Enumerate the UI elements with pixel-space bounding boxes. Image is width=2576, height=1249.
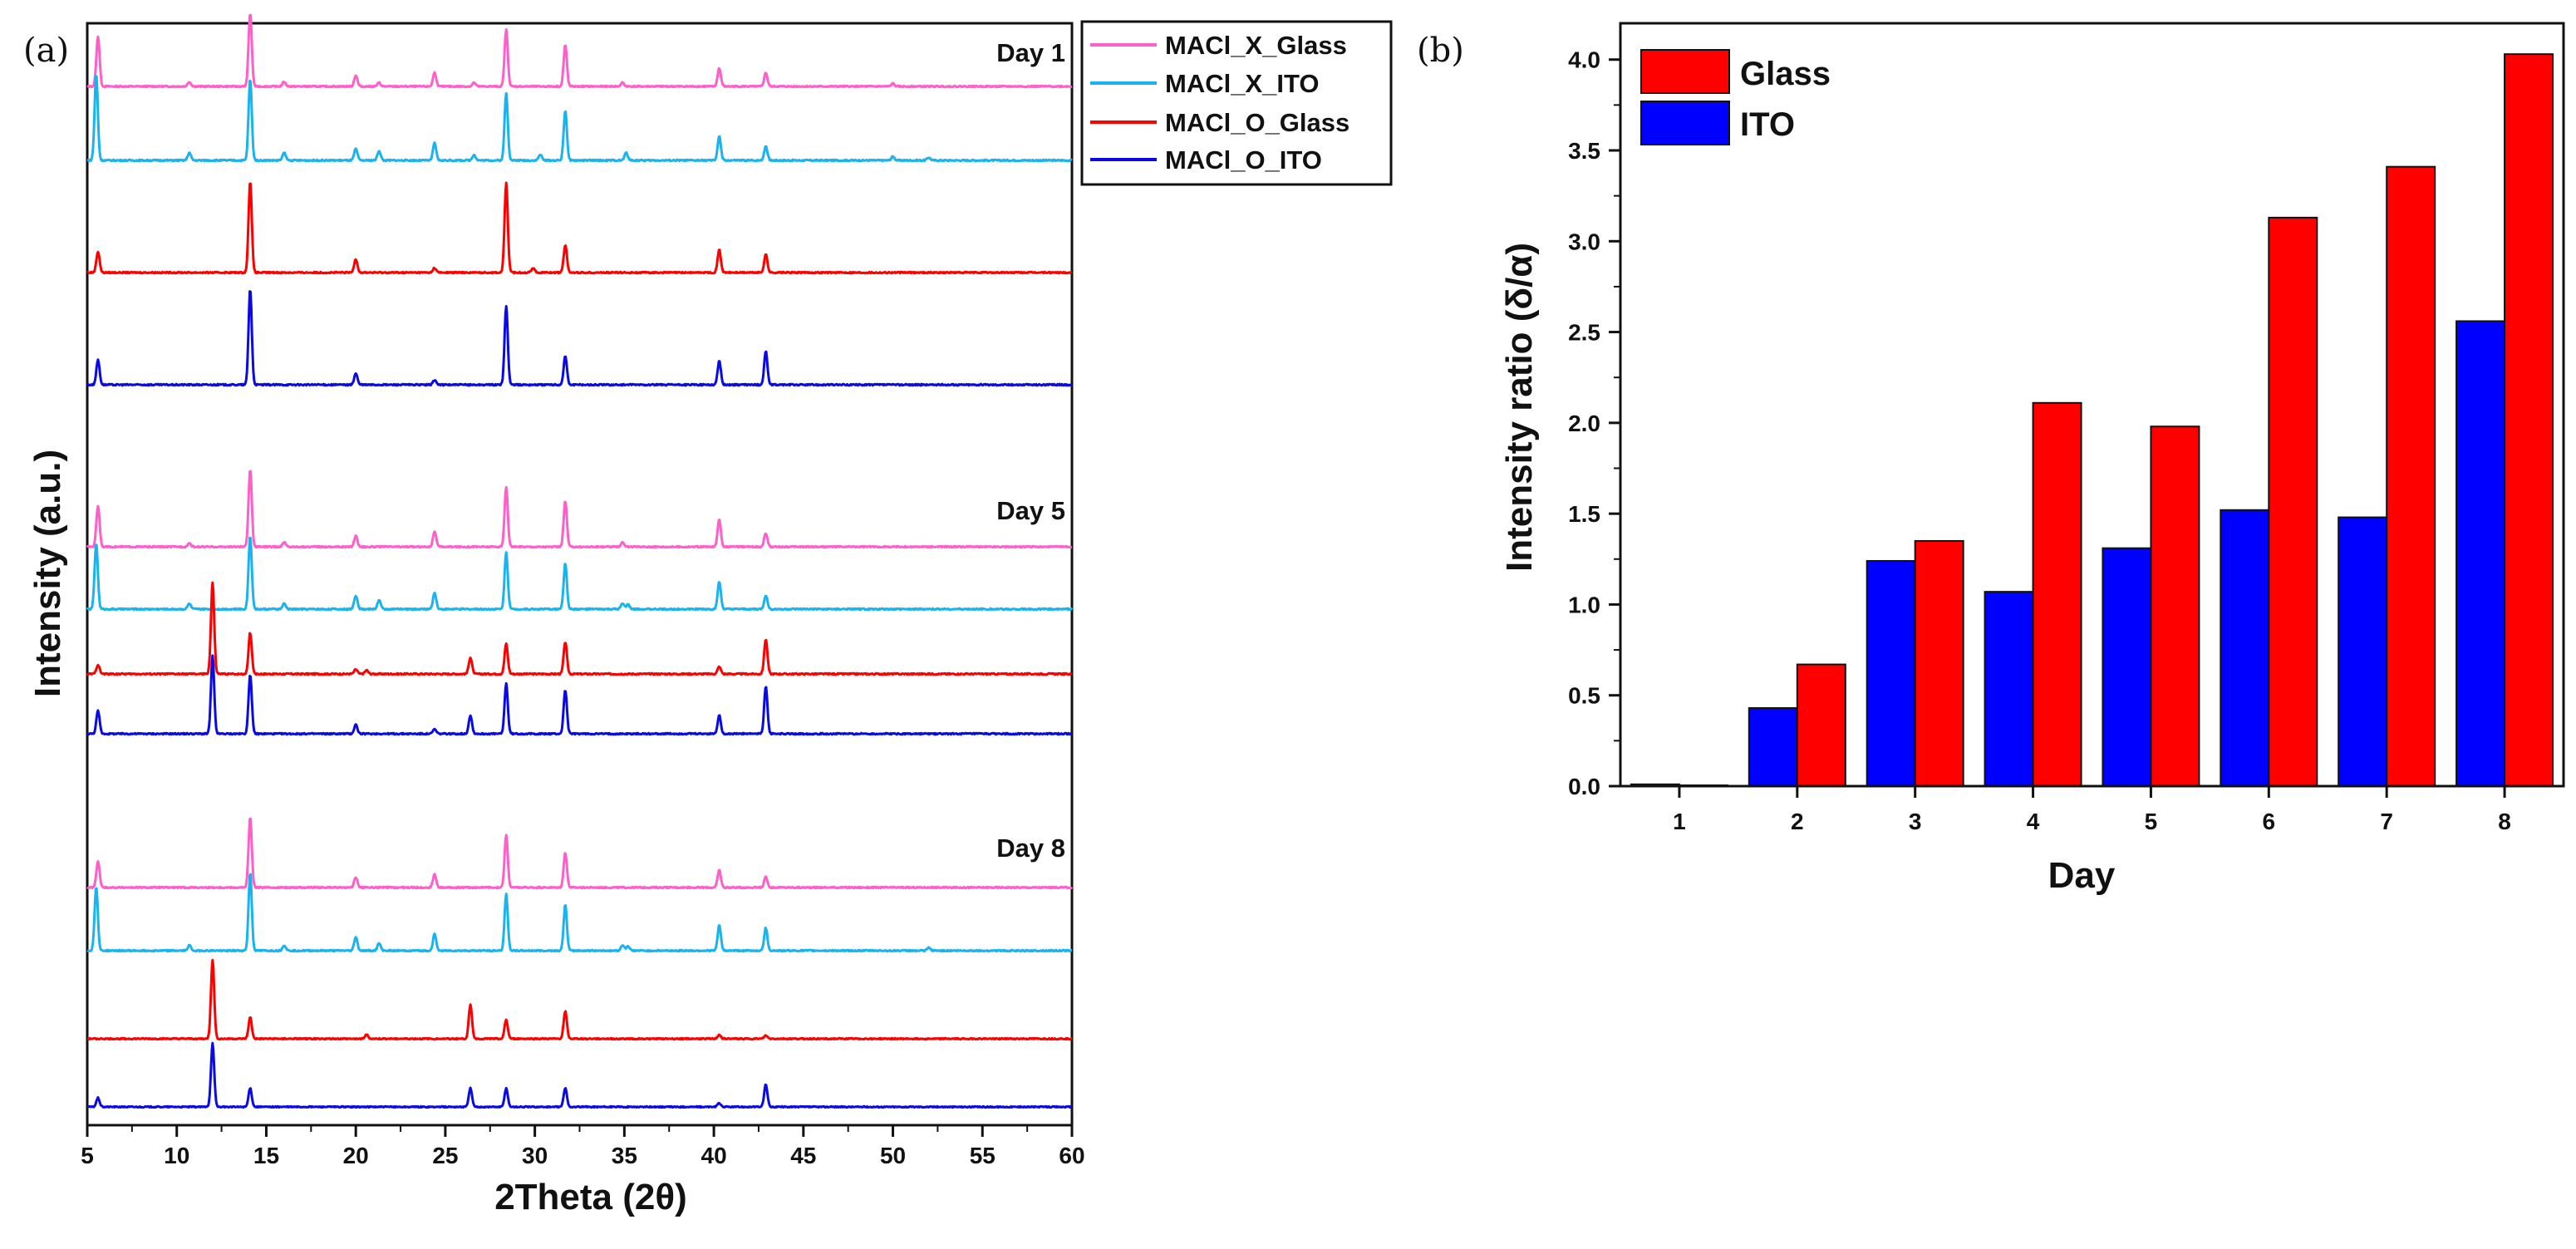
day-labels: Day 1 Day 5 Day 8: [996, 38, 1065, 863]
x-tick-label-day-4: 4: [2027, 809, 2040, 834]
legend-swatch-glass: [1640, 49, 1730, 94]
bars: [1630, 53, 2554, 788]
y-tick-label-2.5: 2.5: [1568, 320, 1600, 346]
y-tick-label-3.0: 3.0: [1568, 229, 1600, 254]
xrd-curve-day-8-macl-x-ito: [86, 873, 1073, 953]
day-label-day-8: Day 8: [996, 833, 1065, 863]
xrd-curve-day-8-macl-o-glass: [86, 958, 1073, 1041]
y-tick-label-0.5: 0.5: [1568, 683, 1600, 709]
legend-label-macl-o-glass: MACl_O_Glass: [1165, 108, 1349, 137]
panel-b-label: (b): [1417, 32, 1464, 70]
panel-b-x-axis-title: Day: [2048, 855, 2116, 896]
panel-b-bar-chart: (b) 0.0 0.5 1.0 1.5 2.0 2.5 3.0 3.5 4.0 1 2 3 4 5 6 7 8…: [1417, 22, 2565, 896]
day-label-day-5: Day 5: [996, 496, 1065, 525]
xrd-curve-day-1-macl-o-ito: [86, 290, 1073, 387]
panel-b-y-axis-title: Intensity ratio (δ/α): [1499, 243, 1540, 572]
bar-glass-day-5: [2150, 425, 2200, 787]
x-tick-label-15: 15: [253, 1143, 279, 1168]
bar-glass-day-7: [2386, 165, 2436, 787]
xrd-curve-day-5-macl-o-glass: [86, 581, 1073, 676]
x-tick-label-40: 40: [701, 1143, 727, 1168]
x-tick-label-day-1: 1: [1673, 809, 1686, 834]
xrd-curve-day-5-macl-x-ito: [86, 536, 1074, 612]
legend-label-macl-x-ito: MACl_X_ITO: [1165, 69, 1319, 98]
panel-a-y-axis-title: Intensity (a.u.): [27, 450, 68, 697]
day-label-day-1: Day 1: [996, 38, 1065, 67]
bar-ito-day-6: [2220, 509, 2270, 787]
x-tick-label-day-5: 5: [2145, 809, 2158, 834]
xrd-curve-day-5-macl-x-glass: [86, 470, 1073, 549]
y-tick-label-1.5: 1.5: [1568, 501, 1600, 527]
legend-label-glass: Glass: [1740, 56, 1831, 92]
x-tick-label-25: 25: [432, 1143, 458, 1168]
panel-a-x-axis-title: 2Theta (2θ): [494, 1177, 687, 1217]
legend-label-macl-o-ito: MACl_O_ITO: [1165, 145, 1322, 175]
bar-glass-day-3: [1914, 539, 1964, 788]
panel-a-x-axis: 5 10 15 20 25 30 35 40 45 50 55 60: [81, 1125, 1085, 1168]
bar-ito-day-5: [2102, 547, 2152, 788]
panel-a-label: (a): [23, 32, 69, 70]
legend-swatch-ito: [1640, 101, 1730, 145]
xrd-curves: [86, 13, 1074, 1109]
legend-label-ito: ITO: [1740, 106, 1795, 143]
legend-label-macl-x-glass: MACl_X_Glass: [1165, 31, 1347, 60]
x-tick-label-day-7: 7: [2380, 809, 2393, 834]
panel-a-plot-frame: [86, 22, 1074, 1127]
y-tick-label-0.0: 0.0: [1568, 774, 1600, 799]
y-tick-label-4.0: 4.0: [1568, 47, 1600, 73]
x-tick-label-day-3: 3: [1909, 809, 1922, 834]
bar-ito-day-4: [1984, 591, 2034, 788]
panel-a-legend-box: [1080, 20, 1393, 186]
x-tick-label-day-8: 8: [2498, 809, 2511, 834]
xrd-curve-day-8-macl-o-ito: [86, 1041, 1073, 1109]
x-tick-label-60: 60: [1059, 1143, 1084, 1168]
xrd-curve-day-1-macl-x-ito: [86, 75, 1073, 163]
panel-b-y-axis: 0.0 0.5 1.0 1.5 2.0 2.5 3.0 3.5 4.0: [1568, 47, 1620, 799]
x-tick-label-50: 50: [880, 1143, 906, 1168]
x-tick-label-day-6: 6: [2263, 809, 2276, 834]
xrd-curve-day-1-macl-x-glass: [86, 13, 1073, 89]
y-tick-label-1.0: 1.0: [1568, 592, 1600, 617]
x-tick-label-5: 5: [81, 1143, 94, 1168]
xrd-curve-day-1-macl-o-glass: [86, 181, 1073, 275]
x-tick-label-55: 55: [970, 1143, 995, 1168]
panel-a-legend: MACl_X_Glass MACl_X_ITO MACl_O_Glass MAC…: [1080, 20, 1393, 186]
x-tick-label-30: 30: [522, 1143, 548, 1168]
bar-ito-day-3: [1866, 559, 1916, 787]
panel-b-legend: Glass ITO: [1640, 49, 1831, 145]
bar-glass-day-4: [2032, 401, 2082, 787]
panel-b-plot-frame: [1619, 22, 2565, 788]
x-tick-label-35: 35: [612, 1143, 637, 1168]
xrd-curve-day-8-macl-x-glass: [86, 817, 1074, 890]
x-tick-label-10: 10: [164, 1143, 189, 1168]
bar-glass-day-2: [1796, 663, 1846, 787]
y-tick-label-2.0: 2.0: [1568, 411, 1600, 436]
panel-b-x-axis: 1 2 3 4 5 6 7 8: [1673, 786, 2511, 834]
y-tick-label-3.5: 3.5: [1568, 138, 1600, 164]
bar-ito-day-8: [2456, 320, 2506, 787]
x-tick-label-20: 20: [343, 1143, 369, 1168]
x-tick-label-day-2: 2: [1791, 809, 1804, 834]
bar-ito-day-2: [1748, 707, 1798, 787]
x-tick-label-45: 45: [790, 1143, 816, 1168]
bar-glass-day-6: [2268, 216, 2318, 788]
bar-glass-day-8: [2504, 53, 2554, 787]
xrd-curve-day-5-macl-o-ito: [86, 654, 1073, 736]
bar-ito-day-7: [2338, 516, 2388, 787]
